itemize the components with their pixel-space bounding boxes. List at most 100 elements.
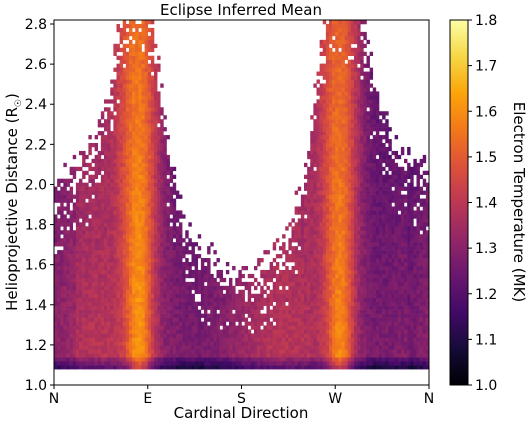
- heatmap-cell: [350, 242, 355, 247]
- heatmap-cell: [191, 258, 195, 263]
- heatmap-cell: [144, 51, 149, 57]
- heatmap-cell: [144, 150, 149, 156]
- heatmap-cell: [113, 329, 117, 334]
- heatmap-cell: [107, 361, 111, 366]
- heatmap-cell: [254, 345, 258, 350]
- heatmap-cell: [307, 190, 311, 195]
- heatmap-cell: [316, 238, 320, 243]
- heatmap-cell: [332, 269, 336, 275]
- heatmap-cell: [341, 71, 345, 76]
- heatmap-cell: [150, 31, 155, 37]
- heatmap-cell: [297, 230, 302, 235]
- heatmap-cell: [350, 99, 355, 104]
- heatmap-cell: [144, 262, 149, 267]
- heatmap-cell: [244, 353, 249, 358]
- heatmap-cell: [66, 357, 70, 362]
- heatmap-cell: [72, 297, 77, 302]
- heatmap-cell: [88, 166, 92, 172]
- heatmap-cell: [247, 281, 252, 287]
- heatmap-cell: [179, 238, 183, 243]
- heatmap-cell: [344, 31, 349, 37]
- heatmap-cell: [82, 265, 86, 271]
- heatmap-cell: [269, 349, 274, 354]
- heatmap-cell: [275, 285, 280, 291]
- heatmap-cell: [150, 198, 155, 203]
- heatmap-cell: [185, 345, 189, 350]
- heatmap-cell: [129, 115, 133, 120]
- heatmap-cell: [341, 158, 345, 164]
- heatmap-cell: [232, 313, 236, 318]
- heatmap-cell: [135, 230, 139, 235]
- heatmap-cell: [350, 154, 355, 160]
- heatmap-cell: [157, 305, 161, 310]
- heatmap-cell: [69, 198, 74, 203]
- heatmap-cell: [91, 198, 95, 203]
- heatmap-cell: [175, 190, 180, 195]
- heatmap-cell: [297, 285, 302, 291]
- heatmap-cell: [238, 365, 242, 370]
- heatmap-cell: [175, 289, 180, 295]
- heatmap-cell: [72, 365, 77, 370]
- heatmap-cell: [325, 234, 330, 239]
- heatmap-cell: [329, 154, 333, 160]
- heatmap-cell: [113, 178, 117, 183]
- heatmap-cell: [179, 349, 183, 354]
- heatmap-cell: [347, 337, 352, 342]
- heatmap-cell: [122, 154, 127, 160]
- heatmap-cell: [144, 325, 149, 330]
- heatmap-cell: [319, 357, 324, 362]
- heatmap-cell: [91, 289, 95, 295]
- heatmap-cell: [332, 210, 336, 215]
- heatmap-cell: [125, 170, 130, 176]
- heatmap-cell: [147, 178, 152, 183]
- heatmap-cell: [160, 194, 164, 199]
- heatmap-cell: [263, 313, 267, 318]
- heatmap-cell: [282, 329, 286, 334]
- heatmap-cell: [188, 325, 192, 330]
- heatmap-cell: [319, 265, 324, 271]
- heatmap-cell: [163, 158, 167, 164]
- heatmap-cell: [185, 234, 189, 239]
- heatmap-cell: [179, 277, 183, 283]
- heatmap-cell: [338, 277, 342, 283]
- heatmap-cell: [357, 250, 361, 255]
- heatmap-cell: [116, 218, 120, 223]
- heatmap-cell: [97, 222, 102, 227]
- heatmap-cell: [154, 293, 158, 299]
- heatmap-cell: [85, 194, 89, 199]
- heatmap-cell: [63, 182, 67, 187]
- heatmap-cell: [163, 313, 167, 318]
- heatmap-cell: [110, 246, 114, 251]
- heatmap-cell: [132, 206, 136, 211]
- heatmap-cell: [147, 222, 152, 227]
- heatmap-cell: [332, 87, 336, 92]
- heatmap-cell: [147, 277, 152, 283]
- heatmap-cell: [129, 273, 133, 279]
- heatmap-cell: [254, 321, 258, 326]
- heatmap-cell: [213, 357, 217, 362]
- heatmap-cell: [163, 317, 167, 322]
- heatmap-cell: [88, 210, 92, 215]
- heatmap-cell: [216, 281, 220, 287]
- heatmap-cell: [63, 194, 67, 199]
- heatmap-cell: [210, 357, 214, 362]
- heatmap-cell: [347, 23, 352, 29]
- heatmap-cell: [119, 353, 124, 358]
- heatmap-cell: [319, 146, 324, 152]
- heatmap-cell: [63, 305, 67, 310]
- heatmap-cell: [316, 202, 320, 207]
- heatmap-cell: [160, 254, 164, 259]
- heatmap-cell: [110, 142, 114, 148]
- heatmap-cell: [210, 337, 214, 342]
- heatmap-cell: [113, 289, 117, 295]
- heatmap-cell: [122, 210, 127, 215]
- heatmap-cell: [319, 218, 324, 223]
- heatmap-cell: [325, 23, 330, 29]
- heatmap-cell: [319, 230, 324, 235]
- heatmap-cell: [338, 222, 342, 227]
- heatmap-cell: [107, 329, 111, 334]
- heatmap-cell: [269, 365, 274, 370]
- heatmap-cell: [144, 297, 149, 302]
- heatmap-cell: [300, 277, 305, 283]
- heatmap-cell: [132, 313, 136, 318]
